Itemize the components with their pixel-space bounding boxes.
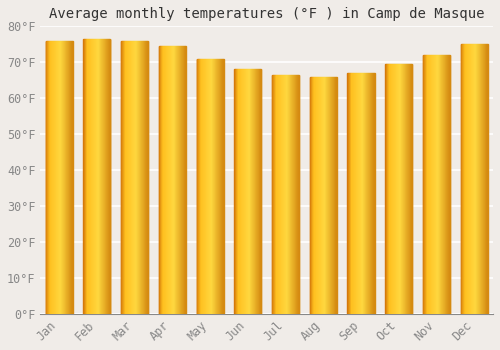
Title: Average monthly temperatures (°F ) in Camp de Masque: Average monthly temperatures (°F ) in Ca…	[49, 7, 484, 21]
